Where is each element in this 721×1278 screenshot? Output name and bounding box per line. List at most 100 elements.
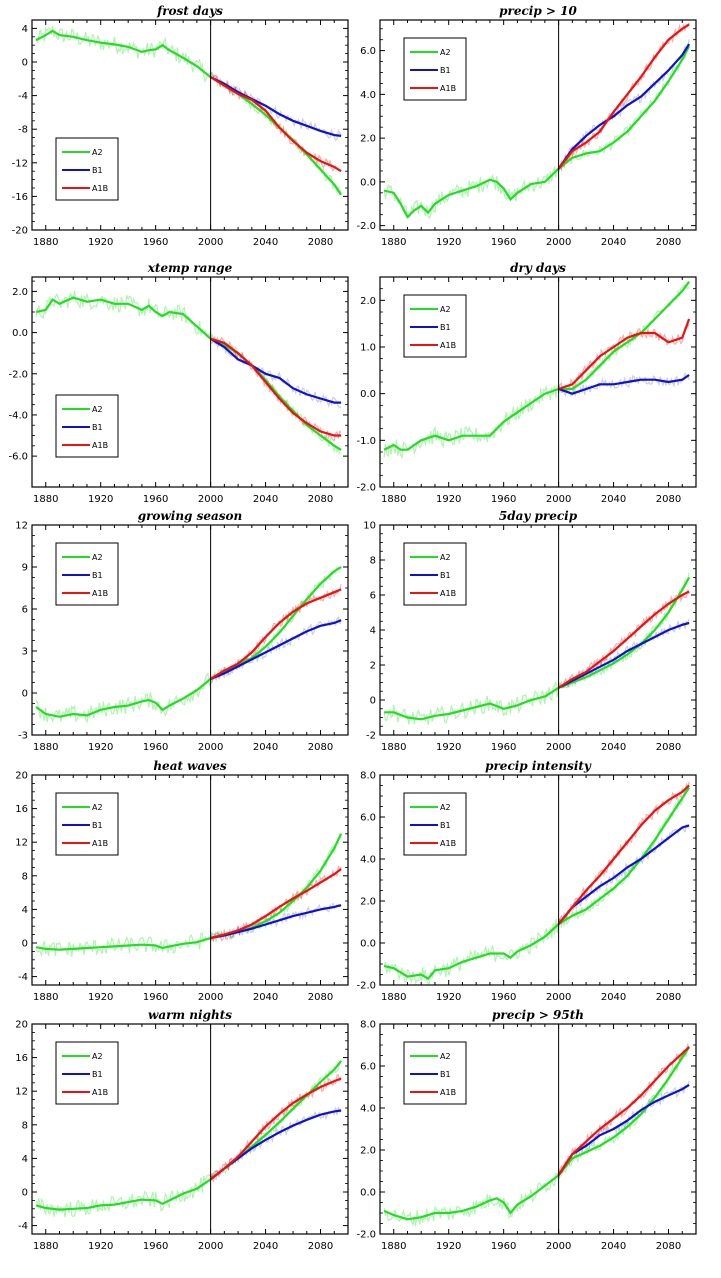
series-line-a1b: [209, 1077, 342, 1181]
y-tick-label: 0.0: [360, 1188, 376, 1199]
y-tick-label: -2: [366, 731, 376, 742]
y-tick-label: 2.0: [360, 296, 376, 307]
x-tick-label: 1880: [381, 1241, 406, 1252]
legend-label-a2: A2: [440, 803, 451, 812]
y-tick-label: 4.0: [360, 90, 376, 101]
y-tick-label: -2.0: [356, 221, 376, 232]
plot-area: [383, 22, 691, 220]
x-tick-label: 1880: [381, 237, 406, 248]
historical-spread: [383, 1172, 560, 1227]
panel-title: warm nights: [148, 1008, 232, 1022]
y-tick-label: -2.0: [356, 1230, 376, 1241]
x-tick-label: 1960: [143, 742, 168, 753]
legend-label-a1b: A1B: [92, 589, 108, 598]
legend-label-a1b: A1B: [92, 1088, 108, 1097]
x-tick-label: 1960: [143, 494, 168, 505]
series-spread-b1: [210, 902, 342, 942]
legend: A2 B1 A1B: [55, 792, 119, 856]
historical-spread: [35, 672, 212, 724]
series-line-a1b: [210, 868, 342, 940]
legend: A2 B1 A1B: [55, 137, 119, 201]
x-tick-label: 1960: [143, 992, 168, 1003]
plot-area: [383, 281, 691, 460]
historical-spread: [35, 25, 211, 83]
series-line-b1: [557, 1083, 690, 1176]
historical-line: [383, 923, 560, 981]
y-tick-label: 16: [15, 1053, 28, 1064]
x-tick-label: 1880: [33, 1241, 58, 1252]
x-tick-label: 2000: [546, 237, 571, 248]
plot-frame: [31, 276, 349, 488]
x-tick-label: 2080: [308, 1241, 333, 1252]
legend-label-a2: A2: [92, 405, 103, 414]
y-tick-label: 9: [22, 563, 28, 574]
x-tick-label: 2040: [253, 1241, 278, 1252]
series-spread-a2: [558, 783, 690, 928]
y-tick-label: 0: [22, 689, 28, 700]
x-tick-label: 2040: [601, 992, 626, 1003]
x-tick-label: 1960: [143, 237, 168, 248]
y-tick-label: 4: [22, 905, 28, 916]
series-spread-b1: [210, 616, 342, 684]
series-line-a1b: [210, 588, 342, 680]
series-spread-a2: [558, 1046, 690, 1179]
historical-line: [35, 678, 212, 718]
x-tick-label: 1880: [33, 742, 58, 753]
y-tick-label: -3: [18, 731, 28, 742]
historical-spread: [383, 165, 560, 220]
series-line-b1: [558, 621, 690, 689]
x-tick-label: 2080: [308, 494, 333, 505]
y-tick-label: 8: [370, 556, 376, 567]
series-line-a1b: [557, 23, 690, 170]
y-tick-label: 0: [370, 696, 376, 707]
y-tick-label: 8.0: [360, 1020, 376, 1031]
x-tick-label: 2040: [253, 237, 278, 248]
y-tick-label: 20: [15, 771, 28, 782]
y-tick-label: -4.0: [8, 410, 28, 421]
series-spread-b1: [558, 371, 690, 398]
historical-spread: [383, 679, 560, 725]
y-tick-label: 6.0: [360, 1062, 376, 1073]
series-spread-a1b: [558, 1042, 690, 1179]
legend-label-a1b: A1B: [92, 839, 108, 848]
x-tick-label: 1960: [143, 1241, 168, 1252]
x-tick-label: 2000: [546, 494, 571, 505]
panel-5day-precip: 5day precip 1880 1920 1960 2000 2040 2080 10 8 6 4…: [363, 509, 697, 753]
y-tick-label: 2.0: [12, 287, 28, 298]
y-tick-label: 8: [22, 871, 28, 882]
series-line-b1: [557, 43, 691, 170]
x-tick-label: 1920: [436, 494, 461, 505]
x-tick-label: 2080: [656, 494, 681, 505]
series-spread-a1b: [558, 588, 690, 689]
x-tick-label: 2000: [198, 992, 223, 1003]
y-tick-label: -4: [18, 972, 28, 983]
series-line-b1: [210, 904, 342, 940]
series-line-a1b: [558, 318, 691, 391]
legend: A2 B1 A1B: [403, 37, 467, 101]
x-tick-label: 2040: [253, 494, 278, 505]
plot-area: [35, 832, 343, 958]
y-tick-label: 8.0: [360, 771, 376, 782]
x-tick-label: 1920: [436, 1241, 461, 1252]
y-tick-label: 1.0: [360, 343, 376, 354]
historical-line: [384, 686, 560, 721]
y-tick-label: -2.0: [356, 483, 376, 494]
x-tick-label: 2040: [601, 1241, 626, 1252]
x-tick-label: 1920: [436, 742, 461, 753]
x-tick-label: 2080: [308, 992, 333, 1003]
plot-area: [383, 781, 691, 985]
series-line-a1b: [210, 337, 342, 437]
x-tick-label: 2080: [308, 237, 333, 248]
y-tick-label: -1.0: [356, 436, 376, 447]
legend-label-b1: B1: [440, 571, 451, 580]
legend-label-b1: B1: [92, 423, 103, 432]
y-tick-label: 2.0: [360, 897, 376, 908]
series-line-a1b: [558, 590, 690, 689]
y-tick-label: -12: [12, 158, 28, 169]
x-tick-label: 1880: [33, 237, 58, 248]
x-tick-label: 2040: [253, 742, 278, 753]
series-line-a2: [210, 566, 342, 680]
panel-title: frost days: [156, 4, 223, 18]
panel-frost-days: frost days 1880 1920 1960 2000 2040 2080 4 0 -4 -8…: [12, 4, 349, 248]
y-tick-label: -8: [18, 125, 28, 136]
